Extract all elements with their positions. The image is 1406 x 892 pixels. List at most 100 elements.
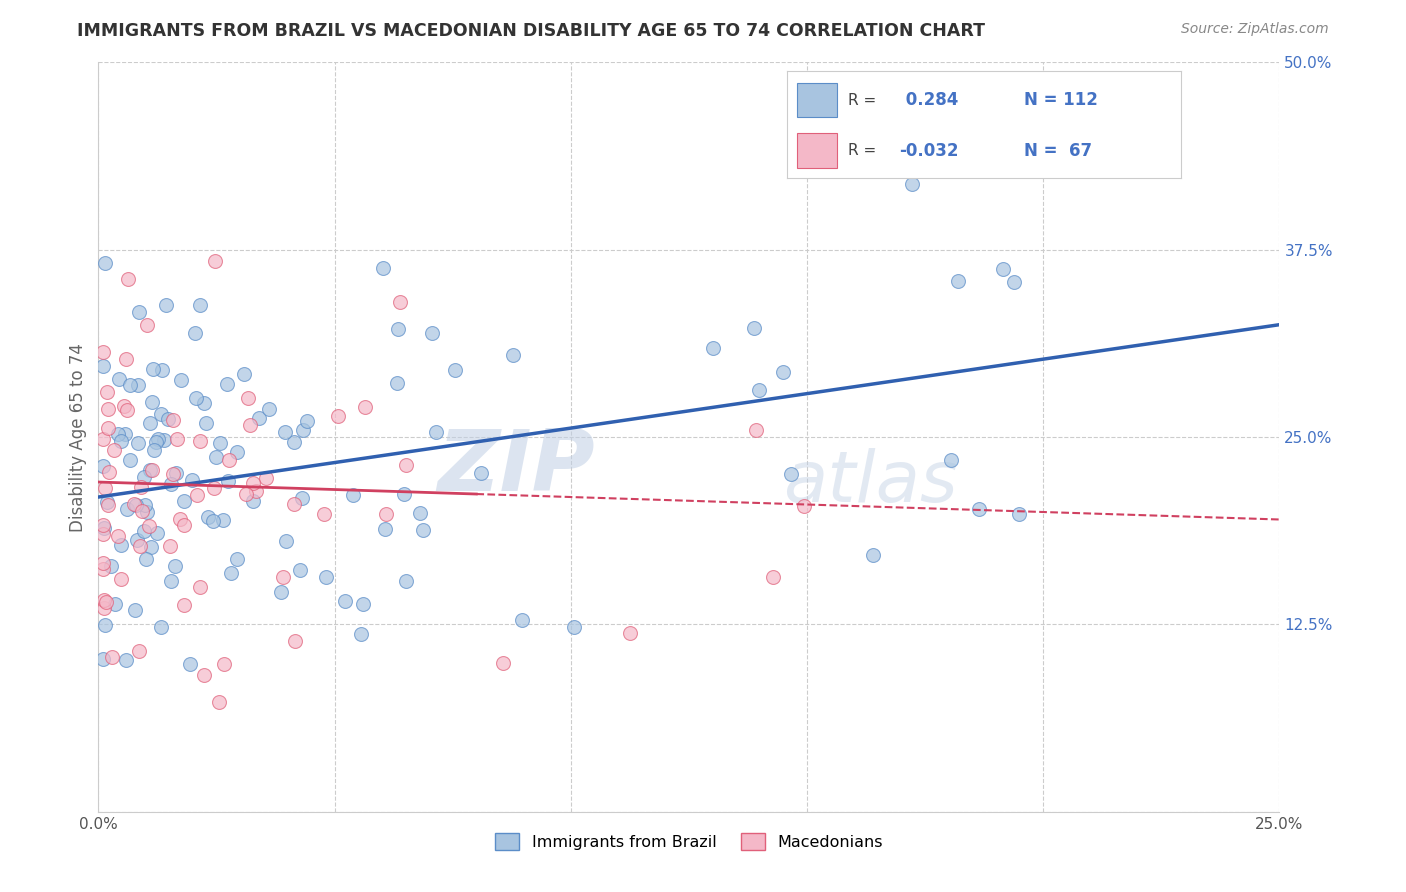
Point — [901, 177, 924, 191]
Text: N = 112: N = 112 — [1024, 91, 1098, 109]
Point — [395, 574, 418, 588]
Point — [202, 481, 225, 495]
Point — [352, 598, 374, 612]
Point — [93, 601, 115, 615]
Point — [374, 523, 396, 537]
Point — [91, 433, 114, 447]
Text: IMMIGRANTS FROM BRAZIL VS MACEDONIAN DISABILITY AGE 65 TO 74 CORRELATION CHART: IMMIGRANTS FROM BRAZIL VS MACEDONIAN DIS… — [77, 22, 986, 40]
Point — [283, 434, 305, 449]
Point — [190, 434, 212, 448]
Point — [124, 603, 146, 617]
Point — [291, 491, 314, 505]
Point — [793, 500, 815, 514]
FancyBboxPatch shape — [797, 134, 837, 168]
Point — [247, 411, 270, 425]
Point — [748, 383, 770, 397]
Point — [184, 326, 207, 341]
Point — [221, 566, 243, 580]
Point — [173, 494, 195, 508]
Point — [132, 470, 155, 484]
Point — [132, 524, 155, 538]
Point — [284, 634, 307, 648]
Point — [142, 442, 165, 457]
FancyBboxPatch shape — [797, 83, 837, 118]
Point — [1002, 275, 1025, 289]
Point — [91, 562, 114, 576]
Point — [115, 351, 138, 366]
Text: N =  67: N = 67 — [1024, 142, 1091, 160]
Point — [333, 593, 356, 607]
Point — [150, 363, 173, 377]
Point — [124, 497, 146, 511]
Point — [114, 426, 136, 441]
Point — [91, 556, 114, 570]
Point — [108, 372, 131, 386]
Point — [97, 499, 120, 513]
Point — [186, 488, 208, 502]
Point — [115, 653, 138, 667]
Point — [169, 511, 191, 525]
Point — [225, 445, 247, 459]
Point — [136, 505, 159, 519]
Point — [93, 593, 115, 607]
Point — [387, 322, 409, 336]
Point — [162, 467, 184, 481]
Point — [173, 518, 195, 533]
Point — [342, 488, 364, 502]
Point — [94, 256, 117, 270]
Point — [235, 487, 257, 501]
Point — [93, 521, 115, 535]
Point — [91, 527, 114, 541]
Point — [135, 552, 157, 566]
Point — [97, 401, 120, 416]
Point — [315, 570, 337, 584]
Point — [188, 580, 211, 594]
Y-axis label: Disability Age 65 to 74: Disability Age 65 to 74 — [69, 343, 87, 532]
Point — [188, 297, 211, 311]
Point — [218, 475, 240, 489]
Point — [131, 504, 153, 518]
Text: atlas: atlas — [783, 448, 957, 516]
Point — [107, 529, 129, 543]
Point — [96, 384, 118, 399]
Point — [939, 453, 962, 467]
Point — [226, 552, 249, 566]
Point — [159, 477, 181, 491]
Point — [412, 523, 434, 537]
Point — [101, 649, 124, 664]
Point — [110, 538, 132, 552]
Point — [214, 657, 236, 672]
Text: -0.032: -0.032 — [900, 142, 959, 160]
Point — [969, 502, 991, 516]
Point — [202, 514, 225, 528]
Point — [238, 391, 260, 405]
Point — [205, 450, 228, 465]
Point — [129, 539, 152, 553]
Point — [107, 427, 129, 442]
Point — [146, 525, 169, 540]
Point — [1008, 507, 1031, 521]
Point — [443, 363, 465, 377]
Point — [242, 494, 264, 508]
Point — [470, 467, 492, 481]
Point — [184, 392, 207, 406]
Point — [139, 541, 162, 555]
Point — [163, 558, 186, 573]
Point — [510, 613, 533, 627]
Point — [91, 359, 114, 373]
Point — [142, 362, 165, 376]
Point — [134, 499, 156, 513]
Point — [128, 304, 150, 318]
Point — [946, 274, 969, 288]
Point — [146, 432, 169, 446]
Point — [409, 507, 432, 521]
Point — [155, 298, 177, 312]
Point — [745, 423, 768, 437]
Point — [270, 584, 292, 599]
Point — [129, 480, 152, 494]
Point — [257, 401, 280, 416]
Point — [166, 466, 188, 480]
Point — [218, 452, 240, 467]
Point — [157, 412, 180, 426]
Point — [619, 626, 641, 640]
